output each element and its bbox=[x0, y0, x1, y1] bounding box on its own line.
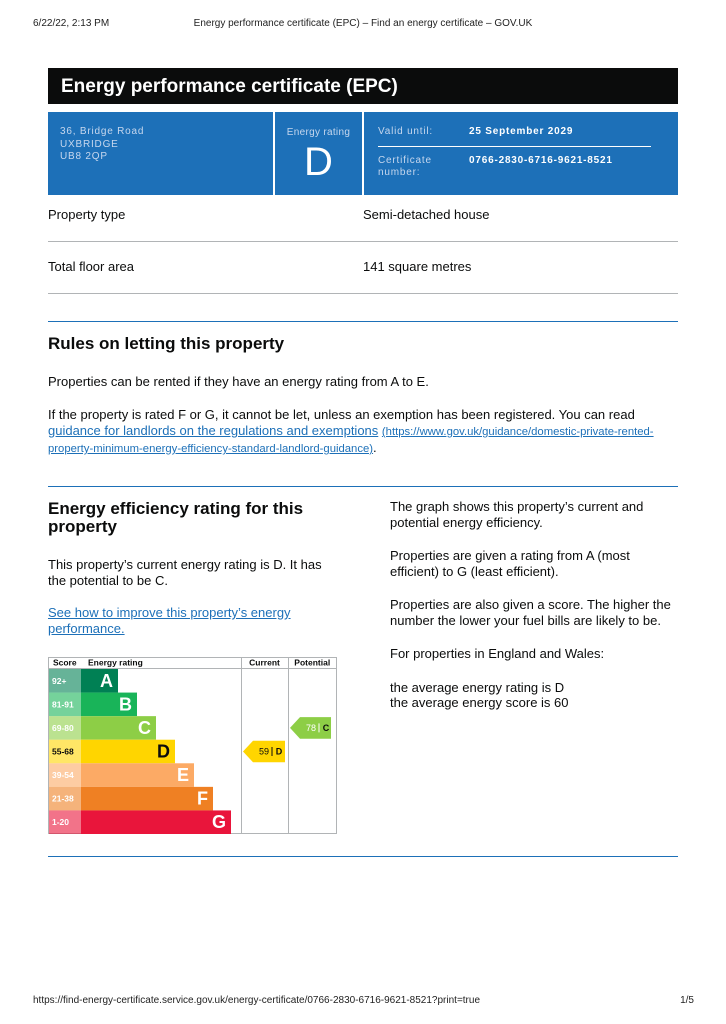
band-letter: A bbox=[100, 671, 113, 691]
address: 36, Bridge Road UXBRIDGE UB8 2QP bbox=[60, 126, 144, 164]
divider bbox=[48, 856, 678, 857]
band-letter: E bbox=[177, 765, 189, 785]
score-cell bbox=[49, 810, 81, 834]
address-line: UB8 2QP bbox=[60, 151, 108, 162]
note: Properties are given a rating from A (mo… bbox=[390, 548, 630, 579]
potential-arrow bbox=[290, 717, 331, 739]
band-score: 1-20 bbox=[52, 817, 69, 827]
page-number: 1/5 bbox=[680, 995, 694, 1006]
divider bbox=[48, 486, 678, 487]
timestamp: 6/22/22, 2:13 PM bbox=[33, 18, 110, 29]
link[interactable]: guidance for landlords on the regulation… bbox=[48, 423, 379, 438]
current-letter: D bbox=[276, 747, 283, 757]
divider bbox=[362, 112, 364, 195]
column-header: Score bbox=[53, 658, 77, 668]
band-score: 81-91 bbox=[52, 699, 74, 709]
potential-score: 78 bbox=[306, 723, 316, 733]
column-header: Energy rating bbox=[88, 658, 143, 668]
title: Energy performance certificate (EPC) bbox=[61, 76, 398, 97]
score-cell bbox=[49, 763, 81, 787]
score-cell bbox=[49, 669, 81, 693]
column-header: Potential bbox=[294, 658, 330, 668]
score-cell bbox=[49, 692, 81, 717]
link-url[interactable]: (https://www.gov.uk/guidance/domestic-pr… bbox=[48, 426, 654, 455]
title-bar: Energy performance certificate (EPC) bbox=[48, 68, 678, 104]
current-arrow bbox=[243, 740, 285, 763]
average: the average energy score is 60 bbox=[390, 695, 569, 710]
current-score: 59 bbox=[259, 747, 269, 757]
note: For properties in England and Wales: bbox=[390, 646, 605, 661]
text: . bbox=[373, 440, 377, 455]
divider bbox=[48, 241, 678, 242]
band bbox=[81, 739, 175, 764]
summary-box: 36, Bridge Road UXBRIDGE UB8 2QP Energy … bbox=[48, 112, 678, 195]
detail-value: 141 square metres bbox=[363, 259, 472, 274]
certificate-number: 0766-2830-6716-9621-8521 bbox=[469, 155, 613, 166]
valid-until-label: Valid until: bbox=[378, 126, 433, 137]
detail-label: Total floor area bbox=[48, 259, 134, 274]
score-cell bbox=[49, 716, 81, 740]
address-line: 36, Bridge Road bbox=[60, 126, 145, 137]
band bbox=[81, 692, 137, 717]
band-letter: C bbox=[138, 718, 151, 738]
potential-letter: C bbox=[323, 723, 330, 733]
band bbox=[81, 763, 194, 787]
page-title: Energy performance certificate (EPC) – F… bbox=[193, 18, 533, 29]
note: The graph shows this property’s current … bbox=[390, 499, 644, 530]
divider bbox=[48, 321, 678, 322]
note: Properties are also given a score. The h… bbox=[390, 597, 671, 628]
band bbox=[81, 716, 156, 740]
detail-value: Semi-detached house bbox=[363, 207, 490, 222]
paragraph: If the property is rated F or G, it cann… bbox=[48, 407, 684, 457]
band bbox=[81, 810, 231, 834]
band-score: 21-38 bbox=[52, 794, 74, 804]
divider bbox=[273, 112, 275, 195]
section-heading: Energy efficiency rating for this proper… bbox=[48, 499, 304, 536]
band bbox=[81, 669, 118, 693]
band-score: 39-54 bbox=[52, 770, 74, 780]
paragraph: This property’s current energy rating is… bbox=[48, 557, 322, 588]
score-cell bbox=[49, 786, 81, 811]
band-letter: B bbox=[119, 694, 132, 714]
rating-chart: Score Energy rating Current Potential 92+ A 81… bbox=[48, 657, 337, 834]
divider bbox=[378, 146, 651, 147]
valid-until: 25 September 2029 bbox=[469, 126, 574, 137]
band bbox=[81, 786, 213, 811]
address-line: UXBRIDGE bbox=[60, 138, 119, 150]
band-score: 69-80 bbox=[52, 723, 74, 733]
score-cell bbox=[49, 739, 81, 764]
divider bbox=[48, 293, 678, 294]
text: If the property is rated F or G, it cann… bbox=[48, 407, 635, 422]
band-letter: G bbox=[212, 812, 226, 832]
rating: D bbox=[304, 140, 333, 184]
band-score: 92+ bbox=[52, 676, 66, 686]
certificate-number-label: Certificate number: bbox=[378, 155, 432, 178]
paragraph: Properties can be rented if they have an… bbox=[48, 374, 429, 389]
footer-url: https://find-energy-certificate.service.… bbox=[33, 995, 481, 1006]
column-header: Current bbox=[249, 658, 280, 668]
rating-label: Energy rating bbox=[286, 127, 351, 138]
detail-label: Property type bbox=[48, 207, 126, 222]
band-letter: D bbox=[157, 742, 170, 762]
link[interactable]: See how to improve this property’s energ… bbox=[48, 605, 291, 636]
band-letter: F bbox=[197, 789, 208, 809]
section-heading: Rules on letting this property bbox=[48, 334, 285, 353]
band-score: 55-68 bbox=[52, 747, 74, 757]
average: the average energy rating is D bbox=[390, 680, 565, 695]
